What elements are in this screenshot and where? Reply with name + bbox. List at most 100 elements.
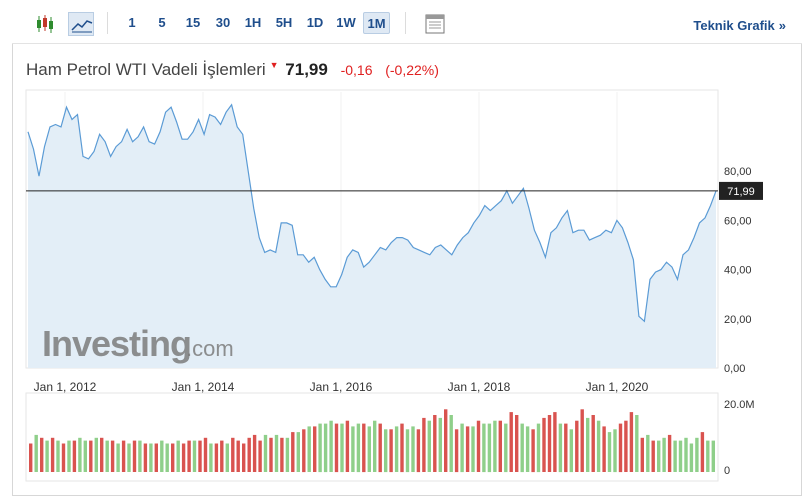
interval-30[interactable]: 30 bbox=[215, 15, 231, 30]
volume-bar bbox=[121, 440, 126, 472]
volume-bar bbox=[362, 423, 366, 473]
volume-bar bbox=[504, 423, 508, 473]
x-tick-label: Jan 1, 2012 bbox=[34, 380, 97, 394]
volume-bar bbox=[367, 426, 371, 472]
volume-bar bbox=[236, 440, 240, 472]
interval-5[interactable]: 5 bbox=[158, 15, 166, 30]
volume-bar bbox=[78, 437, 82, 472]
volume-bar bbox=[689, 443, 694, 472]
volume-bar bbox=[198, 440, 202, 472]
volume-bar bbox=[706, 440, 710, 472]
volume-bar bbox=[61, 443, 66, 472]
volume-bar bbox=[400, 423, 404, 473]
interval-5h[interactable]: 5H bbox=[275, 15, 293, 30]
investing-watermark: Investing .com bbox=[42, 323, 234, 364]
volume-bar bbox=[127, 443, 131, 472]
volume-bar bbox=[72, 440, 77, 472]
volume-bar bbox=[547, 415, 552, 472]
volume-bar bbox=[618, 423, 623, 473]
price-down-icon: ▼ bbox=[269, 60, 279, 71]
volume-bar bbox=[454, 429, 459, 473]
volume-bar bbox=[132, 440, 137, 472]
volume-bars bbox=[29, 409, 715, 473]
x-tick-label: Jan 1, 2020 bbox=[586, 380, 649, 394]
y-axis: 80,00 60,00 40,00 20,00 0,00 bbox=[724, 166, 752, 375]
candlestick-icon[interactable] bbox=[32, 12, 58, 36]
instrument-name: Ham Petrol WTI Vadeli İşlemleri bbox=[26, 60, 266, 79]
volume-bar bbox=[525, 426, 530, 472]
y-tick-label: 20,00 bbox=[724, 314, 752, 326]
volume-bar bbox=[422, 417, 426, 472]
technical-chart-link[interactable]: Teknik Grafik» bbox=[693, 18, 786, 33]
volume-bar bbox=[231, 437, 235, 472]
volume-bar bbox=[89, 440, 93, 472]
volume-bar bbox=[684, 437, 688, 472]
chevron-right-icon: » bbox=[778, 18, 786, 33]
volume-bar bbox=[83, 440, 87, 472]
current-price-line: 71,99 bbox=[26, 181, 763, 200]
volume-bar bbox=[629, 412, 634, 472]
interval-1h[interactable]: 1H bbox=[244, 15, 262, 30]
toolbar-separator bbox=[107, 12, 108, 34]
volume-bar bbox=[143, 443, 148, 472]
table-icon[interactable] bbox=[422, 12, 448, 36]
chart-toolbar: 1 5 15 30 1H 5H 1D 1W 1M Teknik Grafik» bbox=[12, 0, 802, 44]
current-price-tag bbox=[719, 181, 763, 200]
interval-1w[interactable]: 1W bbox=[336, 15, 356, 30]
interval-1[interactable]: 1 bbox=[128, 15, 136, 30]
volume-bar bbox=[411, 426, 415, 472]
technical-chart-label: Teknik Grafik bbox=[693, 18, 775, 33]
line-chart-icon[interactable] bbox=[68, 12, 94, 36]
price-area-fill bbox=[28, 104, 716, 369]
volume-label-top: 20.0M bbox=[724, 399, 755, 411]
volume-bar bbox=[252, 434, 257, 472]
volume-bar bbox=[105, 440, 109, 472]
interval-1d[interactable]: 1D bbox=[306, 15, 324, 30]
volume-bar bbox=[220, 440, 224, 472]
volume-bar bbox=[40, 437, 44, 472]
volume-bar bbox=[613, 429, 617, 473]
x-axis: Jan 1, 2012 Jan 1, 2014 Jan 1, 2016 Jan 1, … bbox=[34, 380, 649, 394]
volume-bar bbox=[323, 423, 328, 473]
volume-bar bbox=[651, 440, 655, 472]
volume-bar bbox=[34, 434, 38, 472]
volume-bar bbox=[673, 440, 677, 472]
volume-bar bbox=[553, 412, 557, 472]
price-change-percent: (-0,22%) bbox=[385, 62, 439, 78]
volume-bar bbox=[624, 420, 628, 472]
volume-bar bbox=[378, 423, 382, 473]
volume-bar bbox=[263, 434, 268, 472]
volume-bar bbox=[558, 423, 563, 473]
volume-bar bbox=[493, 420, 497, 472]
volume-bar bbox=[646, 434, 650, 472]
price-area bbox=[27, 103, 717, 369]
volume-bar bbox=[471, 426, 475, 472]
interval-1m[interactable]: 1M bbox=[363, 12, 390, 34]
volume-bar bbox=[29, 443, 33, 472]
volume-bar bbox=[269, 437, 273, 472]
volume-bar bbox=[225, 443, 229, 472]
y-tick-label: 80,00 bbox=[724, 166, 752, 178]
volume-bar bbox=[176, 440, 180, 472]
volume-bar bbox=[695, 437, 699, 472]
volume-bar bbox=[203, 437, 208, 472]
volume-bar bbox=[302, 429, 306, 473]
volume-bar bbox=[444, 409, 448, 472]
volume-bar bbox=[280, 437, 284, 472]
volume-bar bbox=[389, 429, 393, 473]
interval-15[interactable]: 15 bbox=[185, 15, 201, 30]
volume-bar bbox=[482, 423, 486, 473]
volume-bar bbox=[657, 440, 661, 472]
y-tick-label: 0,00 bbox=[724, 363, 745, 375]
volume-bar bbox=[427, 420, 431, 472]
volume-bar bbox=[536, 423, 541, 473]
volume-bar bbox=[433, 415, 437, 472]
volume-bar bbox=[476, 420, 481, 472]
volume-bar bbox=[586, 417, 590, 472]
price-series-line bbox=[27, 103, 717, 323]
volume-label-bottom: 0 bbox=[724, 465, 730, 477]
volume-bar bbox=[449, 415, 453, 472]
volume-bar bbox=[149, 443, 153, 472]
volume-bar bbox=[258, 440, 262, 472]
